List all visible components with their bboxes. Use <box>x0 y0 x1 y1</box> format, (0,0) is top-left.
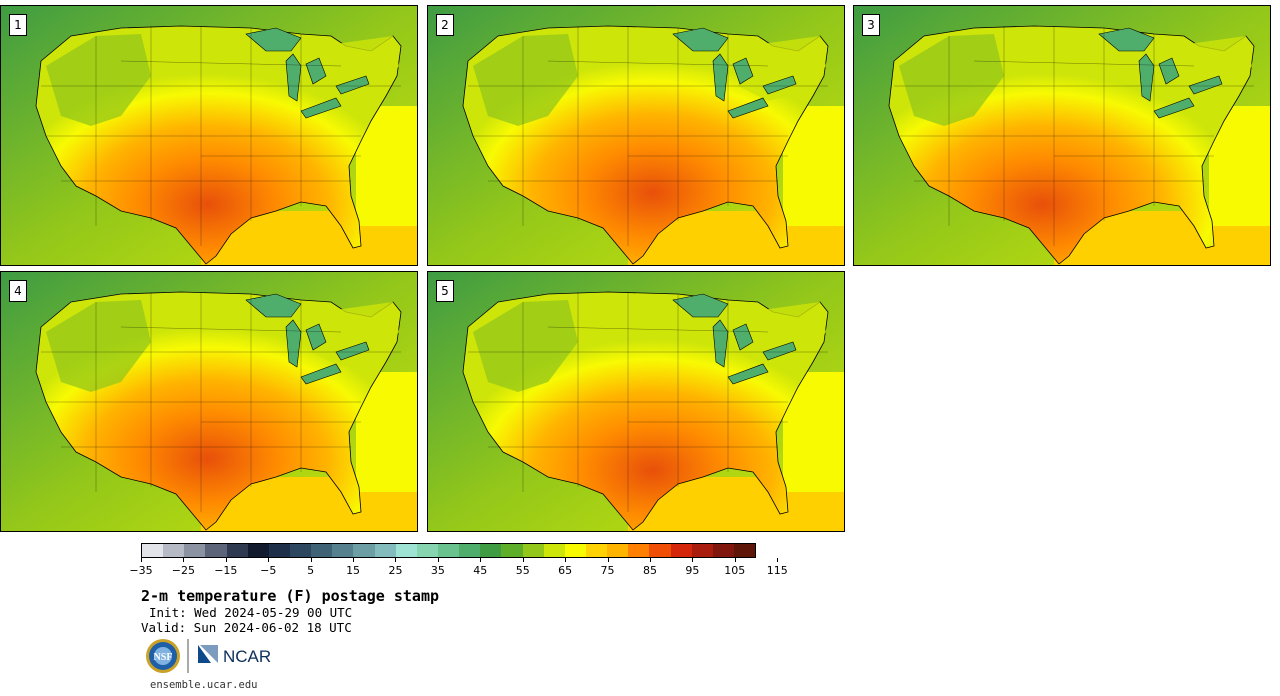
colorbar-tick-label: −25 <box>171 564 196 577</box>
colorbar-tick-label: 75 <box>600 564 615 577</box>
colorbar-swatch <box>268 544 290 557</box>
valid-time: Valid: Sun 2024-06-02 18 UTC <box>141 620 352 635</box>
colorbar-swatch <box>543 544 565 557</box>
colorbar-tick <box>225 558 227 562</box>
colorbar-tick <box>522 558 524 562</box>
colorbar-swatch <box>670 544 692 557</box>
figure-title: 2-m temperature (F) postage stamp <box>141 587 440 605</box>
forecast-panel-5: 5 <box>427 271 845 532</box>
colorbar-ticks: −35 −25 −15 −5 5 15 25 35 45 55 65 75 85 95 105 115 <box>129 558 788 578</box>
colorbar-swatch <box>501 544 523 557</box>
colorbar-swatch <box>607 544 629 557</box>
colorbar-tick <box>437 558 439 562</box>
colorbar-swatch <box>142 544 164 557</box>
logos: NSF NCAR <box>145 637 275 675</box>
svg-text:NSF: NSF <box>154 652 173 663</box>
panel-number: 3 <box>862 14 880 36</box>
colorbar-tick-label: 45 <box>473 564 488 577</box>
colorbar-swatch <box>712 544 734 557</box>
colorbar-swatch <box>226 544 248 557</box>
colorbar-tick <box>607 558 609 562</box>
panel-number: 4 <box>9 280 27 302</box>
svg-text:NCAR: NCAR <box>223 647 271 666</box>
colorbar-swatch <box>416 544 438 557</box>
colorbar-tick <box>480 558 482 562</box>
forecast-panel-4: 4 <box>0 271 418 532</box>
nsf-logo: NSF <box>146 639 180 673</box>
site-url[interactable]: ensemble.ucar.edu <box>150 679 258 691</box>
colorbar-tick-label: 55 <box>515 564 530 577</box>
colorbar-tick <box>268 558 270 562</box>
colorbar-tick-label: 15 <box>346 564 361 577</box>
colorbar-swatch <box>691 544 713 557</box>
colorbar-tick <box>777 558 779 562</box>
colorbar-tick-label: 25 <box>388 564 403 577</box>
colorbar-tick-label: 5 <box>307 564 315 577</box>
colorbar-swatch <box>205 544 227 557</box>
colorbar-tick <box>353 558 355 562</box>
colorbar-tick-label: 105 <box>724 564 746 577</box>
colorbar-swatch <box>437 544 460 557</box>
colorbar-swatch <box>353 544 375 557</box>
colorbar-swatch <box>311 544 333 557</box>
panel-number: 5 <box>436 280 454 302</box>
colorbar-swatch <box>332 544 354 557</box>
colorbar-swatch <box>247 544 269 557</box>
panel-number: 2 <box>436 14 454 36</box>
panel-number: 1 <box>9 14 27 36</box>
colorbar-tick-label: 35 <box>430 564 445 577</box>
colorbar-tick-label: −35 <box>129 564 153 577</box>
colorbar-swatch <box>649 544 671 557</box>
colorbar-swatch <box>733 544 756 557</box>
colorbar-tick <box>183 558 185 562</box>
colorbar-swatch <box>564 544 586 557</box>
colorbar-tick-label: 115 <box>766 564 788 577</box>
colorbar-tick-label: −5 <box>260 564 277 577</box>
colorbar-tick <box>141 558 142 562</box>
colorbar-swatch <box>184 544 206 557</box>
init-time: Init: Wed 2024-05-29 00 UTC <box>149 605 353 620</box>
temperature-colorbar <box>141 543 756 558</box>
colorbar-swatch <box>585 544 608 557</box>
colorbar-swatch <box>459 544 481 557</box>
colorbar-tick <box>649 558 651 562</box>
colorbar-swatch <box>374 544 396 557</box>
colorbar-tick-label: −15 <box>214 564 238 577</box>
colorbar-tick <box>310 558 312 562</box>
colorbar-tick <box>565 558 567 562</box>
colorbar-tick <box>395 558 397 562</box>
colorbar-tick-label: 65 <box>558 564 573 577</box>
ncar-logo: NCAR <box>198 645 271 666</box>
forecast-panel-2: 2 <box>427 5 845 266</box>
colorbar-tick <box>734 558 736 562</box>
colorbar-swatch <box>522 544 544 557</box>
colorbar-swatch <box>480 544 502 557</box>
colorbar-swatch <box>289 544 312 557</box>
forecast-panel-1: 1 <box>0 5 418 266</box>
colorbar-swatch <box>395 544 417 557</box>
colorbar-swatch <box>628 544 650 557</box>
forecast-panel-3: 3 <box>853 5 1271 266</box>
colorbar-tick <box>692 558 694 562</box>
colorbar-swatch <box>163 544 185 557</box>
colorbar-tick-label: 95 <box>685 564 700 577</box>
colorbar-tick-label: 85 <box>642 564 657 577</box>
